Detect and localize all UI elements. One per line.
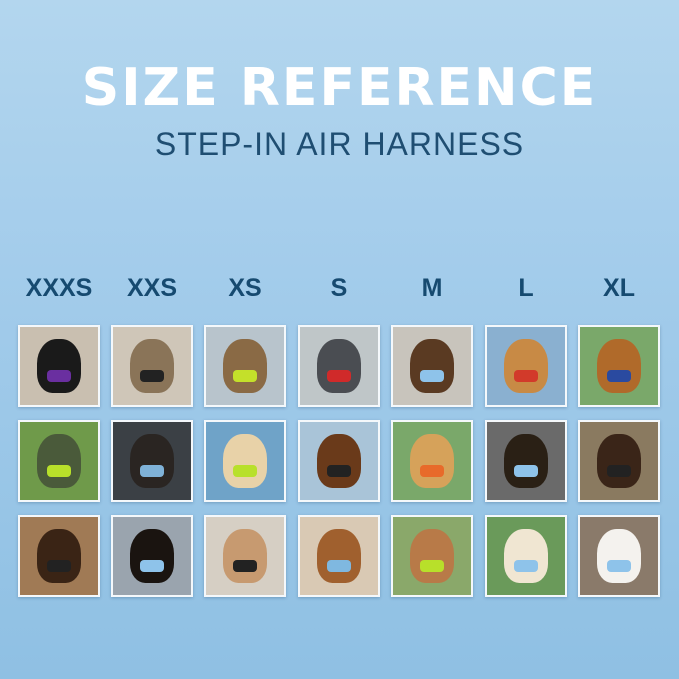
pet xyxy=(37,338,81,394)
harness xyxy=(47,559,71,573)
pet xyxy=(37,528,81,584)
pet xyxy=(504,338,548,394)
harness xyxy=(140,559,164,573)
harness xyxy=(514,559,538,573)
pet-photo-s-2 xyxy=(298,420,380,502)
harness xyxy=(140,369,164,383)
pet-photo-l-2 xyxy=(485,420,567,502)
size-label-m: M xyxy=(421,274,443,302)
pet-photo-m-2 xyxy=(391,420,473,502)
pet-photo-xxs-1 xyxy=(111,325,193,407)
harness xyxy=(233,464,257,478)
pet xyxy=(223,528,267,584)
pet xyxy=(410,433,454,489)
page-title: SIZE REFERENCE xyxy=(81,58,598,118)
pet-photo-xs-3 xyxy=(204,515,286,597)
pet xyxy=(410,338,454,394)
pet xyxy=(317,433,361,489)
pet-photo-l-3 xyxy=(485,515,567,597)
harness xyxy=(233,369,257,383)
pet-photo-xl-1 xyxy=(578,325,660,407)
harness xyxy=(420,559,444,573)
pet-photo-xs-1 xyxy=(204,325,286,407)
pet-photo-xl-3 xyxy=(578,515,660,597)
size-label-s: S xyxy=(330,274,348,302)
pet xyxy=(317,528,361,584)
harness xyxy=(47,369,71,383)
size-label-xs: XS xyxy=(228,274,262,302)
harness xyxy=(420,464,444,478)
pet-photo-xs-2 xyxy=(204,420,286,502)
size-label-l: L xyxy=(518,274,534,302)
pet xyxy=(130,433,174,489)
page-subtitle: STEP-IN AIR HARNESS xyxy=(154,126,525,162)
pet-photo-xxxs-1 xyxy=(18,325,100,407)
pet-photo-xxs-2 xyxy=(111,420,193,502)
pet xyxy=(223,338,267,394)
harness xyxy=(607,464,631,478)
pet xyxy=(597,528,641,584)
harness xyxy=(327,369,351,383)
harness xyxy=(47,464,71,478)
pet-photo-m-3 xyxy=(391,515,473,597)
size-label-xxs: XXS xyxy=(126,274,178,302)
size-label-xl: XL xyxy=(603,274,635,302)
pet xyxy=(130,338,174,394)
pet xyxy=(504,433,548,489)
size-labels: XXXS XXS XS S M L XL xyxy=(0,271,679,305)
pet-photo-xxxs-3 xyxy=(18,515,100,597)
harness xyxy=(420,369,444,383)
pet xyxy=(130,528,174,584)
pet xyxy=(597,433,641,489)
pet-photo-xxxs-2 xyxy=(18,420,100,502)
harness xyxy=(514,464,538,478)
harness xyxy=(233,559,257,573)
pet xyxy=(597,338,641,394)
pet xyxy=(504,528,548,584)
harness xyxy=(327,464,351,478)
harness xyxy=(140,464,164,478)
pet xyxy=(317,338,361,394)
pet-photo-xxs-3 xyxy=(111,515,193,597)
size-label-xxxs: XXXS xyxy=(25,274,93,302)
pet-photo-s-3 xyxy=(298,515,380,597)
harness xyxy=(327,559,351,573)
pet-photo-s-1 xyxy=(298,325,380,407)
harness xyxy=(607,559,631,573)
pet-photo-l-1 xyxy=(485,325,567,407)
pet xyxy=(37,433,81,489)
pet-photo-xl-2 xyxy=(578,420,660,502)
harness xyxy=(514,369,538,383)
pet-photo-m-1 xyxy=(391,325,473,407)
pet xyxy=(410,528,454,584)
harness xyxy=(607,369,631,383)
pet xyxy=(223,433,267,489)
